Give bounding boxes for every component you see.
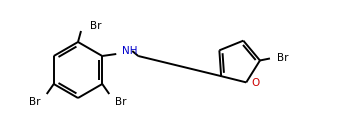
Text: Br: Br [115,97,127,107]
Text: Br: Br [29,97,41,107]
Text: Br: Br [277,53,288,63]
Text: Br: Br [90,21,101,31]
Text: NH: NH [122,46,138,56]
Text: O: O [251,78,259,88]
